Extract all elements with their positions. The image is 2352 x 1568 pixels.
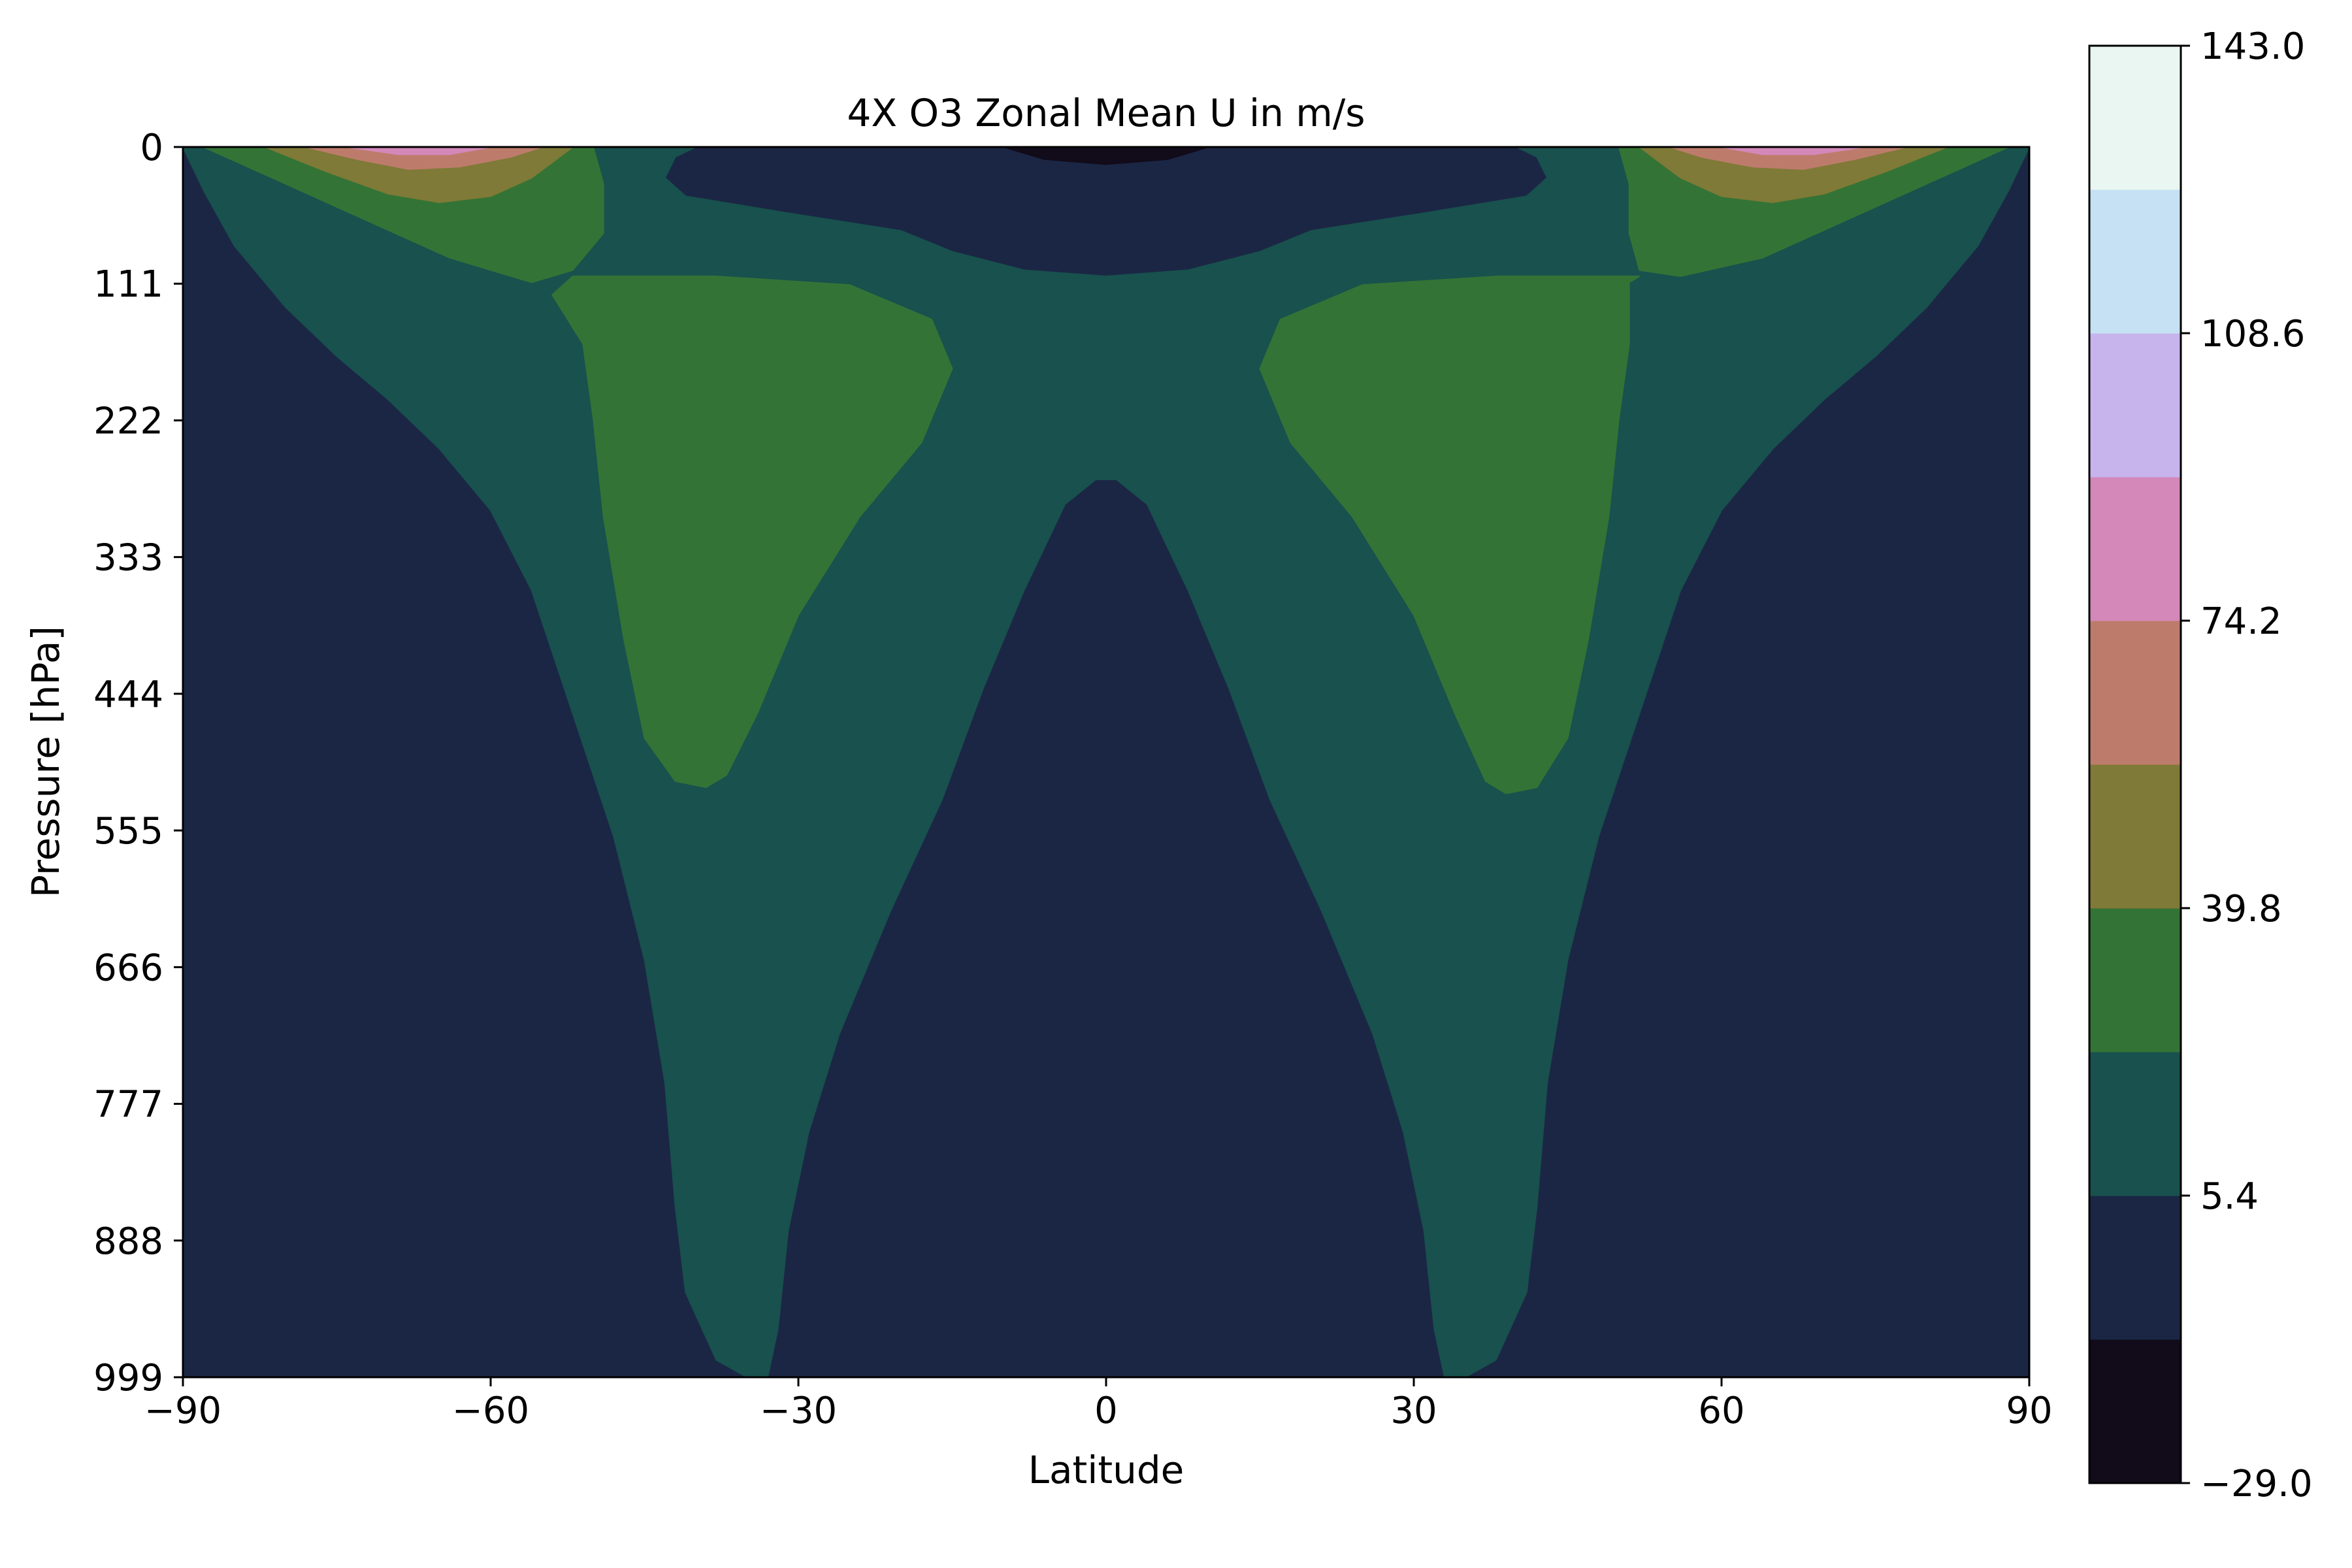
colorbar-segment (2089, 333, 2181, 478)
y-tick-label: 333 (93, 537, 163, 580)
y-tick-label: 777 (93, 1084, 163, 1126)
colorbar-tick-label: 74.2 (2200, 600, 2282, 643)
colorbar-tick-label: −29.0 (2200, 1463, 2313, 1505)
colorbar-tick-label: 39.8 (2200, 888, 2282, 930)
chart-title: 4X O3 Zonal Mean U in m/s (847, 91, 1365, 135)
y-tick-label: 666 (93, 947, 163, 989)
colorbar-segment (2089, 46, 2181, 190)
y-tick-label: 444 (93, 674, 163, 716)
x-tick-label: −60 (452, 1390, 529, 1432)
contour-fill-layer (183, 147, 2029, 1377)
contour-region-nh-subtropical-jet (1259, 275, 1641, 794)
contour-region-sh-polar-core (305, 147, 543, 170)
colorbar-segment (2089, 908, 2181, 1053)
contour-region-nh-polar-max (1639, 147, 1948, 203)
y-tick-label: 0 (140, 127, 163, 169)
y-axis: 0 111 222 333 444 555 666 777 888 999 (93, 127, 183, 1399)
contour-region-sh-subtropical-jet (551, 275, 953, 789)
colorbar-segment (2089, 189, 2181, 334)
colorbar-segment (2089, 764, 2181, 909)
y-tick-label: 888 (93, 1220, 163, 1263)
colorbar-tick-label: 108.6 (2200, 313, 2305, 355)
y-tick-label: 999 (93, 1357, 163, 1399)
x-axis-label: Latitude (1028, 1448, 1184, 1492)
x-tick-label: 0 (1094, 1390, 1118, 1432)
colorbar-segment (2089, 1339, 2181, 1484)
x-tick-label: 60 (1698, 1390, 1744, 1432)
colorbar-segment (2089, 1196, 2181, 1340)
contour-region-sh-polar-peak (346, 147, 491, 155)
y-tick-label: 222 (93, 400, 163, 442)
colorbar-frame (2088, 44, 2182, 1484)
contour-region-equatorial-easterlies (1003, 147, 1209, 165)
contour-region-nh-polar-peak (1721, 147, 1866, 155)
contour-region-sh-polar-max (264, 147, 574, 203)
colorbar-tick-label: 5.4 (2200, 1175, 2259, 1218)
colorbar-segment (2089, 477, 2181, 621)
x-tick-label: 90 (2006, 1390, 2052, 1432)
y-tick-label: 111 (93, 263, 163, 306)
x-tick-label: −30 (760, 1390, 837, 1432)
colorbar-tick-label: 143.0 (2200, 25, 2305, 68)
x-tick-label: −90 (144, 1390, 221, 1432)
colorbar: −29.0 5.4 39.8 74.2 108.6 143.0 (2088, 25, 2313, 1505)
colorbar-segment (2089, 621, 2181, 765)
contour-region-nh-polar-core (1669, 147, 1907, 170)
x-tick-label: 30 (1390, 1390, 1437, 1432)
y-tick-label: 555 (93, 810, 163, 853)
colorbar-segment (2089, 1052, 2181, 1196)
y-axis-label: Pressure [hPa] (24, 626, 68, 898)
x-axis: −90 −60 −30 0 30 60 90 (144, 1377, 2053, 1432)
